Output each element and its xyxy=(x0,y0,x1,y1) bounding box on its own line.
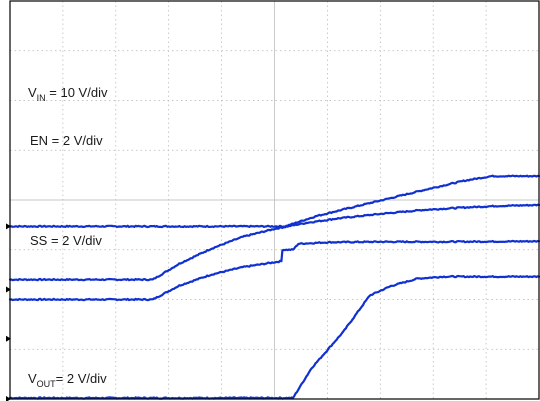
ground-marker-vin xyxy=(6,286,11,293)
trace-en xyxy=(8,239,540,302)
graticule xyxy=(10,1,539,399)
ground-marker-en xyxy=(6,335,11,342)
waveform-traces xyxy=(8,174,540,400)
en-label: EN = 2 V/div xyxy=(30,133,103,148)
trace-ss xyxy=(8,174,540,229)
vin-label: VIN = 10 V/div xyxy=(28,85,108,103)
vout-label: VOUT= 2 V/div xyxy=(28,371,107,389)
ground-markers xyxy=(6,223,11,401)
plot-frame xyxy=(9,0,540,400)
trace-vin xyxy=(8,203,540,282)
ground-marker-ss xyxy=(6,223,11,230)
ground-marker-vout xyxy=(6,396,11,401)
ss-label: SS = 2 V/div xyxy=(30,233,102,248)
